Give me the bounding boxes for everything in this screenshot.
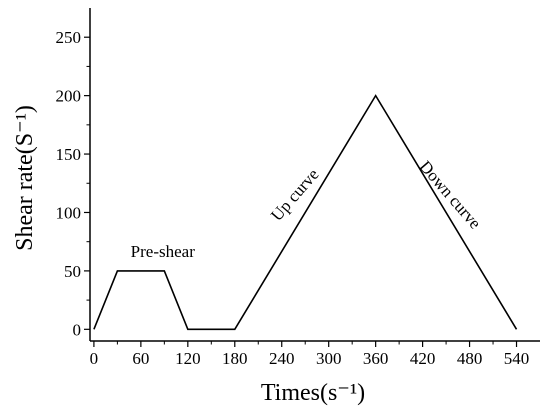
x-tick-label: 240 xyxy=(269,349,295,368)
y-tick-label: 100 xyxy=(56,203,82,222)
x-axis-title: Times(s⁻¹) xyxy=(261,380,365,406)
annotation-label: Up curve xyxy=(267,165,323,225)
x-tick-label: 120 xyxy=(175,349,201,368)
x-tick-label: 300 xyxy=(316,349,342,368)
y-tick-label: 150 xyxy=(56,145,82,164)
x-tick-label: 480 xyxy=(457,349,483,368)
x-tick-label: 60 xyxy=(132,349,149,368)
y-tick-label: 200 xyxy=(56,87,82,106)
y-axis: 0 50 100 150 200 250 xyxy=(56,8,91,341)
x-tick-label: 180 xyxy=(222,349,248,368)
y-tick-label: 0 xyxy=(73,320,82,339)
annotation-label: Down curve xyxy=(416,157,485,233)
x-tick-label: 540 xyxy=(504,349,530,368)
x-tick-label: 0 xyxy=(90,349,99,368)
y-tick-label: 50 xyxy=(64,262,81,281)
annotation-label: Pre-shear xyxy=(131,242,196,261)
x-tick-label: 420 xyxy=(410,349,436,368)
x-axis: 0 60 120 180 240 300 360 420 480 540 xyxy=(90,340,540,368)
y-axis-title: Shear rate(S⁻¹) xyxy=(12,105,38,251)
series-layer xyxy=(93,94,518,331)
y-tick-label: 250 xyxy=(56,28,82,47)
series-line-0 xyxy=(93,94,518,331)
x-tick-label: 360 xyxy=(363,349,389,368)
